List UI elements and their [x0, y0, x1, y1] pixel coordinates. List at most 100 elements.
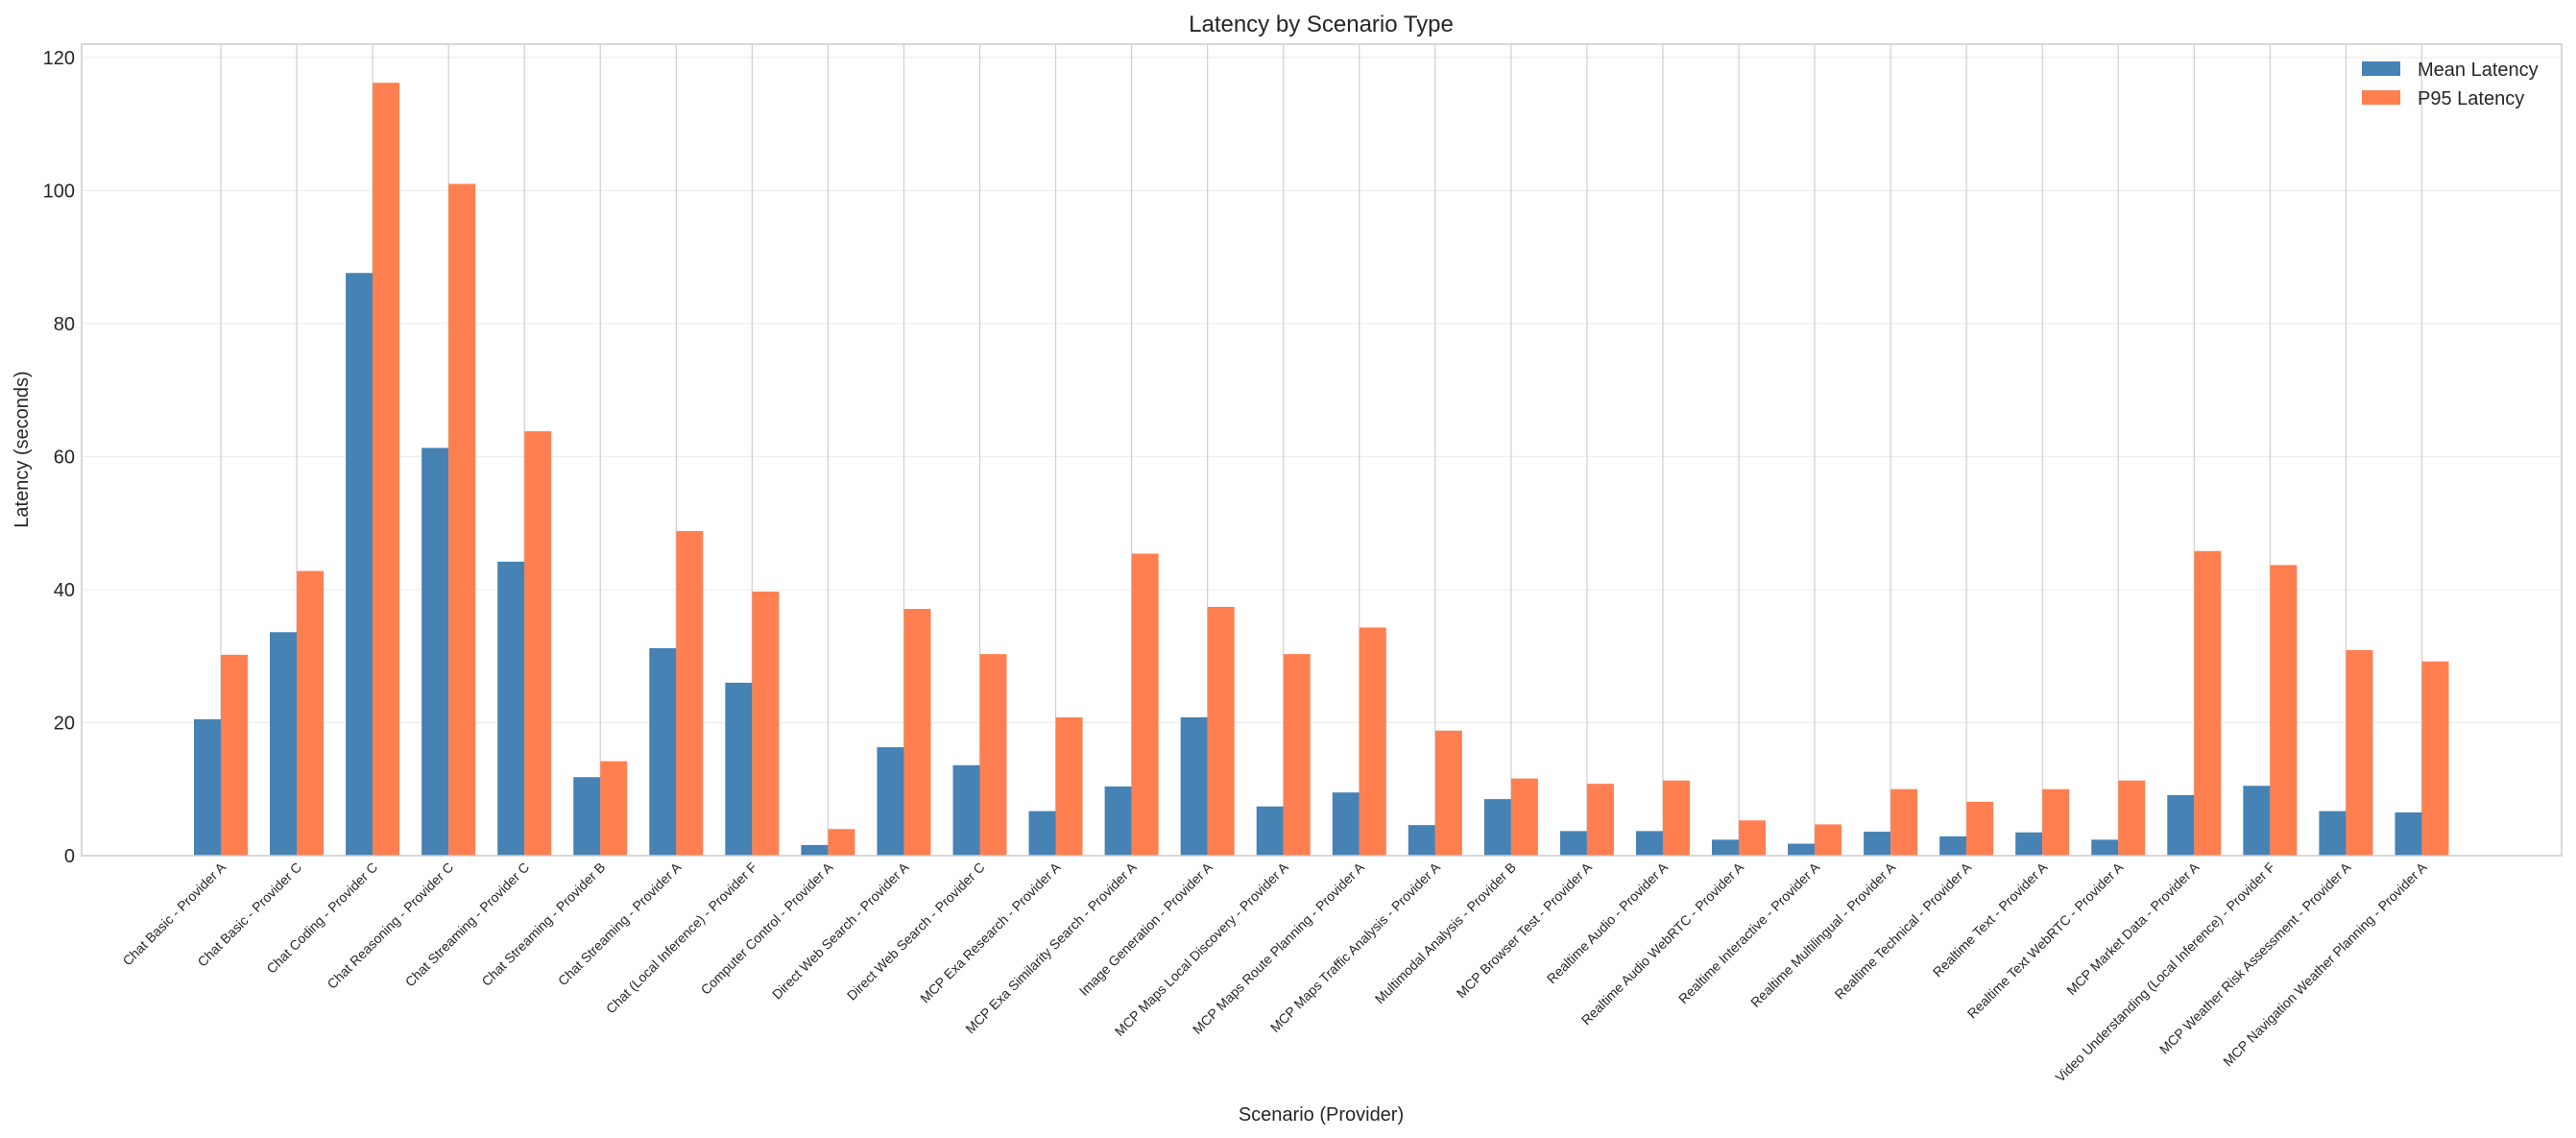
- bar-mean-latency: [1332, 792, 1360, 856]
- bar-p95-latency: [1966, 801, 1994, 856]
- bar-p95-latency: [373, 83, 400, 857]
- x-tick-label: Realtime Text WebRTC - Provider A: [1964, 859, 2127, 1021]
- bar-p95-latency: [2270, 565, 2298, 856]
- bar-p95-latency: [600, 761, 628, 856]
- legend: Mean Latency P95 Latency: [2362, 60, 2539, 109]
- y-tick-label: 60: [54, 447, 75, 468]
- bar-p95-latency: [221, 654, 248, 856]
- bar-p95-latency: [828, 829, 855, 856]
- bar-mean-latency: [1864, 832, 1891, 856]
- legend-label: P95 Latency: [2418, 88, 2524, 109]
- bar-mean-latency: [2091, 839, 2119, 856]
- bar-p95-latency: [1055, 716, 1083, 856]
- x-axis-label: Scenario (Provider): [1239, 1104, 1404, 1126]
- bar-p95-latency: [2421, 661, 2449, 856]
- plot-frame: [81, 43, 2563, 857]
- bar-p95-latency: [903, 609, 931, 856]
- bar-p95-latency: [2118, 780, 2146, 856]
- bar-mean-latency: [649, 647, 677, 856]
- x-tick-label: MCP Exa Similarity Search - Provider A: [962, 859, 1140, 1036]
- bar-p95-latency: [1434, 730, 1462, 856]
- bar-mean-latency: [346, 273, 373, 856]
- x-tick-label: Chat Streaming - Provider A: [555, 859, 685, 988]
- x-tick-label: MCP Maps Local Discovery - Provider A: [1112, 859, 1292, 1039]
- bar-mean-latency: [2015, 832, 2043, 856]
- bar-p95-latency: [1662, 780, 1690, 856]
- x-tick-label: MCP Maps Traffic Analysis - Provider A: [1267, 859, 1444, 1035]
- bar-p95-latency: [1510, 778, 1538, 856]
- bar-mean-latency: [1939, 835, 1967, 856]
- y-tick-label: 0: [64, 846, 75, 867]
- bar-p95-latency: [1207, 606, 1235, 856]
- bar-mean-latency: [1256, 806, 1284, 856]
- legend-label: Mean Latency: [2418, 60, 2539, 81]
- bar-mean-latency: [573, 777, 601, 856]
- bar-mean-latency: [1788, 843, 1816, 856]
- bar-p95-latency: [2346, 649, 2373, 856]
- x-tick-label: Realtime Audio WebRTC - Provider A: [1578, 859, 1747, 1028]
- x-tick-label: MCP Maps Route Planning - Provider A: [1190, 859, 1367, 1036]
- bar-p95-latency: [297, 570, 325, 856]
- x-tick-label: Image Generation - Provider A: [1076, 859, 1216, 998]
- bar-mean-latency: [194, 719, 221, 856]
- y-tick-label: 40: [54, 580, 75, 601]
- bar-mean-latency: [877, 747, 904, 856]
- y-axis-label: Latency (seconds): [12, 371, 33, 527]
- bar-mean-latency: [725, 682, 753, 856]
- bar-mean-latency: [497, 561, 525, 856]
- bar-mean-latency: [1104, 786, 1132, 856]
- x-tick-label: Chat Streaming - Provider C: [402, 860, 533, 990]
- bar-mean-latency: [270, 632, 298, 856]
- bar-p95-latency: [2042, 788, 2070, 856]
- y-tick-label: 120: [43, 48, 75, 69]
- x-tick-label: Chat Reasoning - Provider C: [324, 860, 456, 992]
- bar-p95-latency: [2194, 550, 2222, 856]
- x-tick-label: MCP Exa Research - Provider A: [917, 859, 1064, 1005]
- x-tick-label: Chat (Local Inference) - Provider F: [603, 860, 760, 1017]
- bar-mean-latency: [1712, 839, 1739, 856]
- bar-mean-latency: [1408, 825, 1435, 856]
- bar-mean-latency: [421, 448, 449, 856]
- y-axis-ticks: 0 20 40 60 80 100 120: [43, 48, 75, 867]
- bar-p95-latency: [1815, 824, 1842, 856]
- y-tick-label: 80: [54, 314, 75, 335]
- x-tick-label: Realtime Technical - Provider A: [1832, 859, 1975, 1002]
- bar-p95-latency: [1359, 627, 1386, 856]
- x-tick-label: Realtime Interactive - Provider A: [1675, 859, 1823, 1006]
- legend-swatch: [2362, 90, 2400, 105]
- x-tick-label: Direct Web Search - Provider C: [844, 860, 988, 1004]
- bar-mean-latency: [2167, 794, 2195, 856]
- bar-p95-latency: [979, 654, 1007, 856]
- x-tick-label: Realtime Multilingual - Provider A: [1747, 859, 1899, 1010]
- x-tick-label: Multimodal Analysis - Provider B: [1372, 860, 1519, 1006]
- bar-mean-latency: [2395, 811, 2422, 856]
- bar-mean-latency: [1180, 716, 1208, 856]
- bar-p95-latency: [1131, 553, 1159, 856]
- bar-p95-latency: [1283, 654, 1311, 856]
- y-tick-label: 100: [43, 181, 75, 202]
- bar-mean-latency: [2243, 786, 2271, 856]
- bar-p95-latency: [1586, 784, 1614, 856]
- bars-layer: [194, 83, 2449, 857]
- bar-p95-latency: [448, 183, 476, 857]
- x-tick-label: Direct Web Search - Provider A: [769, 859, 912, 1002]
- bar-mean-latency: [1635, 831, 1663, 856]
- bar-mean-latency: [1483, 799, 1511, 856]
- y-tick-label: 20: [54, 713, 75, 734]
- bar-mean-latency: [1028, 811, 1056, 856]
- bar-p95-latency: [524, 431, 552, 856]
- legend-swatch: [2362, 61, 2400, 76]
- bar-mean-latency: [2319, 811, 2347, 856]
- bar-mean-latency: [1559, 831, 1587, 856]
- x-tick-label: Realtime Audio - Provider A: [1544, 859, 1672, 986]
- x-tick-label: Chat Streaming - Provider B: [478, 860, 608, 989]
- x-tick-label: Computer Control - Provider A: [698, 859, 836, 997]
- chart-title: Latency by Scenario Type: [1189, 12, 1454, 37]
- bar-p95-latency: [752, 592, 780, 856]
- bar-p95-latency: [1739, 820, 1766, 856]
- x-tick-label: MCP Browser Test - Provider A: [1454, 859, 1596, 1001]
- bar-mean-latency: [801, 844, 829, 856]
